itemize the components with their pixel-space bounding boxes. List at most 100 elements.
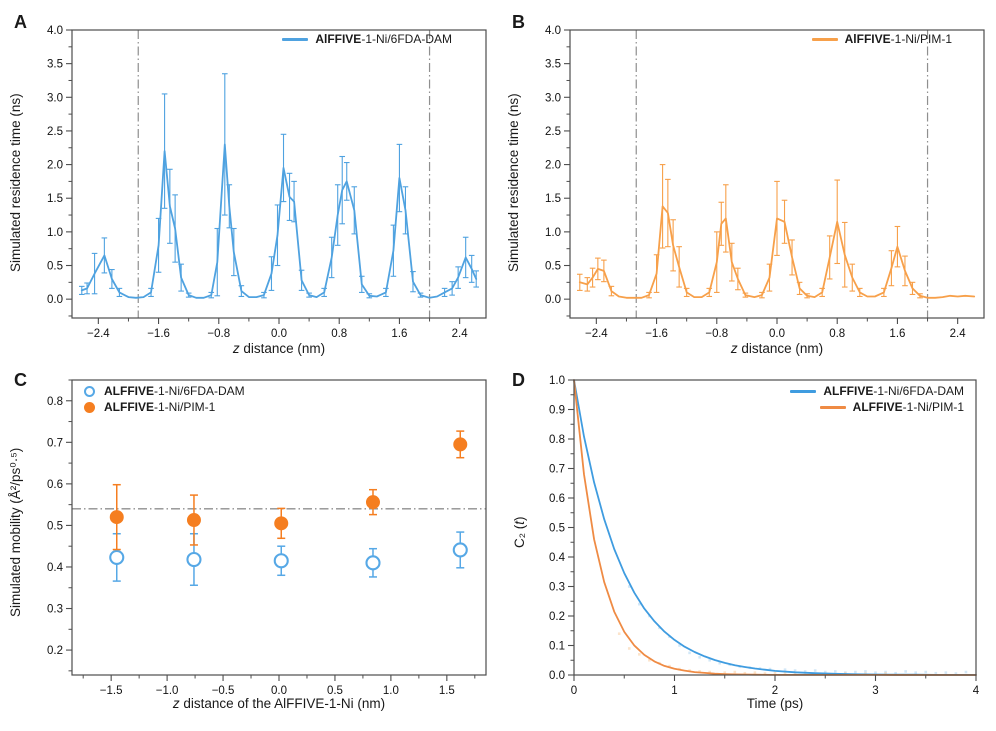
legend-label: ALFFIVE-1-Ni/PIM-1 — [852, 400, 964, 414]
svg-text:0.0: 0.0 — [47, 294, 63, 306]
blue-line-swatch-icon — [790, 389, 817, 393]
svg-text:0.5: 0.5 — [545, 261, 561, 273]
svg-text:2.4: 2.4 — [950, 328, 967, 340]
svg-text:0.6: 0.6 — [47, 479, 63, 491]
svg-text:1.0: 1.0 — [549, 375, 565, 387]
svg-text:0.2: 0.2 — [47, 645, 63, 657]
panel-b-y-axis-title: Simulated residence time (ns) — [506, 93, 521, 272]
legend-item: ALFFIVE-1-Ni/PIM-1 — [819, 400, 964, 414]
svg-text:0.3: 0.3 — [549, 582, 565, 594]
svg-text:−0.8: −0.8 — [705, 328, 728, 340]
panel-c-chart: −1.5 −1.0 −0.5 0.0 0.5 1.0 1.5 0.2 0.3 0.4 0.5 0.6 0… — [47, 379, 487, 697]
orange-line-swatch-icon — [819, 405, 846, 409]
panel-d-chart: 0 1 2 3 4 0.0 0.1 0.2 0.3 0.4 0.5 0.6 0.7 0.8 0.9 1.0 — [549, 375, 980, 697]
svg-text:1: 1 — [671, 685, 677, 697]
panel-c-x-axis-title: z distance of the AlFFIVE-1-Ni (nm) — [172, 696, 386, 711]
panel-a-x-axis-title: z distance (nm) — [232, 341, 326, 356]
svg-text:0.8: 0.8 — [549, 434, 565, 446]
svg-text:3: 3 — [872, 685, 878, 697]
blue-line-swatch-icon — [282, 37, 309, 41]
svg-text:1.5: 1.5 — [439, 685, 455, 697]
svg-text:−1.6: −1.6 — [645, 328, 668, 340]
legend-item: ALFFIVE-1-Ni/6FDA-DAM — [84, 384, 245, 398]
svg-text:−1.6: −1.6 — [147, 328, 170, 340]
svg-text:2.0: 2.0 — [47, 160, 63, 172]
orange-line-swatch-icon — [811, 37, 838, 41]
svg-text:0.0: 0.0 — [545, 294, 561, 306]
svg-text:0.5: 0.5 — [47, 520, 63, 532]
panel-a: A −2.4 −1.6 −0.8 0.0 0.8 1.6 2.4 0.0 0.5 1.0 1.5 2.… — [0, 0, 498, 366]
svg-text:0.5: 0.5 — [47, 261, 63, 273]
svg-text:−1.0: −1.0 — [156, 685, 179, 697]
svg-text:0.8: 0.8 — [47, 396, 63, 408]
svg-text:4.0: 4.0 — [545, 25, 561, 37]
svg-text:0.5: 0.5 — [549, 523, 565, 535]
svg-text:2.0: 2.0 — [545, 160, 561, 172]
panel-d: D 0 1 2 3 4 0.0 0.1 0.2 0.3 0.4 0.5 0.6 0.7 0.8 0.9 1.0… — [498, 366, 996, 731]
legend-label: ALFFIVE-1-Ni/6FDA-DAM — [104, 384, 245, 398]
svg-text:−2.4: −2.4 — [87, 328, 110, 340]
panel-c: C −1.5 −1.0 −0.5 0.0 0.5 1.0 1.5 0.2 0.3 0.4 0.5 0.… — [0, 366, 498, 731]
svg-text:−2.4: −2.4 — [585, 328, 608, 340]
legend-label: ALFFIVE-1-Ni/PIM-1 — [104, 400, 216, 414]
svg-text:1.5: 1.5 — [545, 193, 561, 205]
svg-text:1.5: 1.5 — [47, 193, 63, 205]
svg-text:0.4: 0.4 — [549, 552, 566, 564]
panel-b: B −2.4 −1.6 −0.8 0.0 0.8 1.6 2.4 0.0 0.5 1.0 1.5 2.… — [498, 0, 996, 366]
svg-text:0.0: 0.0 — [271, 685, 287, 697]
svg-text:3.0: 3.0 — [545, 92, 561, 104]
legend-item: ALFFIVE-1-Ni/6FDA-DAM — [790, 384, 964, 398]
svg-text:0.4: 0.4 — [47, 562, 64, 574]
panel-d-label: D — [512, 370, 525, 390]
svg-text:2.4: 2.4 — [452, 328, 469, 340]
svg-text:2.5: 2.5 — [47, 126, 63, 138]
svg-text:3.5: 3.5 — [47, 59, 63, 71]
svg-text:1.0: 1.0 — [545, 227, 561, 239]
svg-text:3.0: 3.0 — [47, 92, 63, 104]
svg-text:4.0: 4.0 — [47, 25, 63, 37]
panel-b-x-axis-title: z distance (nm) — [730, 341, 824, 356]
panel-d-x-axis-title: Time (ps) — [746, 696, 804, 711]
svg-text:2: 2 — [772, 685, 778, 697]
svg-text:1.6: 1.6 — [889, 328, 905, 340]
legend-label: AlFFIVE-1-Ni/PIM-1 — [844, 32, 952, 46]
svg-text:−1.5: −1.5 — [100, 685, 123, 697]
svg-text:0.3: 0.3 — [47, 604, 63, 616]
panel-b-legend: AlFFIVE-1-Ni/PIM-1 — [811, 32, 952, 46]
svg-text:0.9: 0.9 — [549, 405, 565, 417]
svg-text:0.8: 0.8 — [829, 328, 845, 340]
legend-item: AlFFIVE-1-Ni/PIM-1 — [811, 32, 952, 46]
legend-item: AlFFIVE-1-Ni/6FDA-DAM — [282, 32, 452, 46]
svg-text:0.6: 0.6 — [549, 493, 565, 505]
svg-text:0.1: 0.1 — [549, 641, 565, 653]
panel-a-y-axis-title: Simulated residence time (ns) — [8, 93, 23, 272]
solid-orange-circle-icon — [84, 401, 95, 413]
panel-a-legend: AlFFIVE-1-Ni/6FDA-DAM — [282, 32, 452, 46]
panel-b-chart: −2.4 −1.6 −0.8 0.0 0.8 1.6 2.4 0.0 0.5 1.0 1.5 2.0 2… — [545, 25, 985, 340]
svg-text:0.0: 0.0 — [549, 670, 565, 682]
svg-text:3.5: 3.5 — [545, 59, 561, 71]
open-blue-circle-icon — [84, 385, 95, 397]
svg-text:0: 0 — [571, 685, 577, 697]
svg-text:1.0: 1.0 — [383, 685, 399, 697]
legend-label: ALFFIVE-1-Ni/6FDA-DAM — [823, 384, 964, 398]
svg-text:0.5: 0.5 — [327, 685, 343, 697]
svg-text:4: 4 — [973, 685, 980, 697]
svg-text:1.6: 1.6 — [391, 328, 407, 340]
panel-c-legend: ALFFIVE-1-Ni/6FDA-DAM ALFFIVE-1-Ni/PIM-1 — [84, 384, 245, 414]
svg-text:0.0: 0.0 — [271, 328, 287, 340]
panel-a-label: A — [14, 12, 27, 32]
svg-text:0.2: 0.2 — [549, 611, 565, 623]
panel-c-y-axis-title: Simulated mobility (Å²/ps⁰·⁵) — [8, 447, 23, 617]
legend-item: ALFFIVE-1-Ni/PIM-1 — [84, 400, 245, 414]
svg-text:0.7: 0.7 — [47, 437, 63, 449]
panel-d-legend: ALFFIVE-1-Ni/6FDA-DAM ALFFIVE-1-Ni/PIM-1 — [790, 384, 964, 414]
svg-text:2.5: 2.5 — [545, 126, 561, 138]
svg-text:0.8: 0.8 — [331, 328, 347, 340]
panel-c-label: C — [14, 370, 27, 390]
svg-text:−0.5: −0.5 — [212, 685, 235, 697]
svg-text:0.0: 0.0 — [769, 328, 785, 340]
panel-d-y-axis-title: C₂ (t) — [512, 516, 527, 548]
panel-b-label: B — [512, 12, 525, 32]
